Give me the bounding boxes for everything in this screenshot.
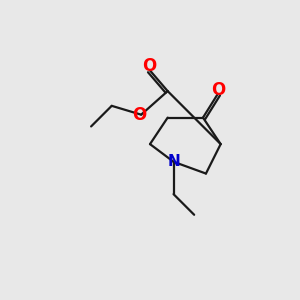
Text: O: O: [211, 81, 225, 99]
Text: O: O: [142, 57, 157, 75]
Text: O: O: [133, 106, 147, 124]
Text: N: N: [167, 154, 180, 169]
